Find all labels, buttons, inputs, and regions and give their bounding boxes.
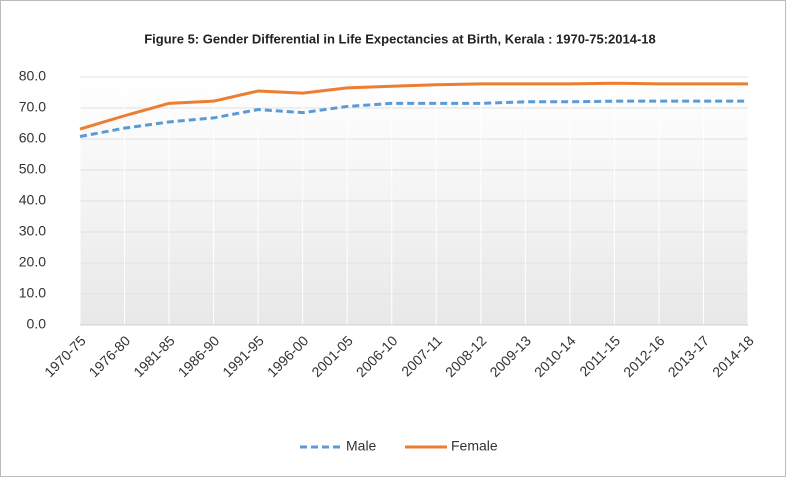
y-tick-label: 10.0 [19, 285, 46, 301]
y-tick-label: 30.0 [19, 223, 46, 239]
series-line [79, 81, 748, 131]
y-tick-label: 80.0 [19, 68, 46, 84]
legend-item: Female [405, 438, 498, 454]
legend-label: Female [451, 438, 498, 454]
legend-item: Male [300, 438, 377, 454]
y-tick-label: 0.0 [27, 316, 47, 332]
y-tick-label: 50.0 [19, 161, 46, 177]
y-tick-label: 70.0 [19, 99, 46, 115]
legend-label: Male [346, 438, 377, 454]
y-tick-label: 20.0 [19, 254, 46, 270]
series-line [79, 99, 748, 138]
chart-title: Figure 5: Gender Differential in Life Ex… [144, 31, 656, 46]
y-tick-label: 60.0 [19, 130, 46, 146]
y-tick-label: 40.0 [19, 192, 46, 208]
